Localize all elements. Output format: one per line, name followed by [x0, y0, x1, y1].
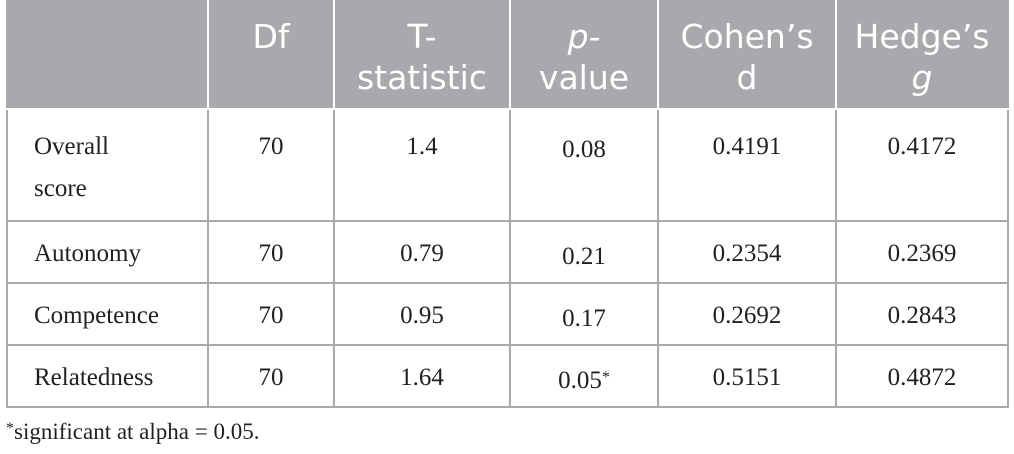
header-t-statistic: T- statistic	[333, 0, 511, 110]
table-row: Autonomy 70 0.79 0.21 0.2354 0.2369	[6, 220, 1009, 284]
header-p-value: p- value	[509, 0, 659, 110]
table-row: Overall score 70 1.4 0.08 0.4191 0.4172	[6, 108, 1009, 222]
cell-cohens-d: 0.2692	[657, 282, 837, 346]
row-label: Autonomy	[6, 220, 209, 284]
cell-cohens-d: 0.5151	[657, 344, 837, 408]
cell-df: 70	[207, 220, 335, 284]
significance-mark: *	[601, 369, 610, 386]
header-blank	[6, 0, 209, 110]
cell-hedges-g: 0.4172	[835, 108, 1009, 222]
footnote-text: significant at alpha = 0.05.	[14, 419, 260, 444]
p-value-number: 0.17	[562, 305, 606, 332]
cell-p-value: 0.17	[509, 282, 659, 346]
row-label: Relatedness	[6, 344, 209, 408]
cell-t-statistic: 1.64	[333, 344, 511, 408]
cell-p-value: 0.21	[509, 220, 659, 284]
header-g-rest: Hedge’s	[854, 17, 990, 56]
row-label: Competence	[6, 282, 209, 346]
p-value-number: 0.05	[558, 367, 602, 394]
header-g-italic: g	[911, 58, 933, 97]
results-table: Df T- statistic p- value Cohen’s d Hedge…	[6, 0, 1009, 408]
cell-hedges-g: 0.2369	[835, 220, 1009, 284]
p-value-number: 0.08	[562, 136, 606, 163]
header-row: Df T- statistic p- value Cohen’s d Hedge…	[6, 0, 1009, 110]
table-row: Competence 70 0.95 0.17 0.2692 0.2843	[6, 282, 1009, 346]
cell-t-statistic: 0.95	[333, 282, 511, 346]
table-footnote: *significant at alpha = 0.05.	[6, 419, 259, 445]
cell-df: 70	[207, 344, 335, 408]
cell-df: 70	[207, 108, 335, 222]
header-p-rest: value	[538, 58, 630, 97]
cell-p-value: 0.08	[509, 108, 659, 222]
cell-t-statistic: 0.79	[333, 220, 511, 284]
cell-cohens-d: 0.4191	[657, 108, 837, 222]
table-row: Relatedness 70 1.64 0.05* 0.5151 0.4872	[6, 344, 1009, 408]
results-table-container: Df T- statistic p- value Cohen’s d Hedge…	[6, 0, 1009, 408]
cell-cohens-d: 0.2354	[657, 220, 837, 284]
header-df: Df	[207, 0, 335, 110]
cell-hedges-g: 0.2843	[835, 282, 1009, 346]
cell-p-value: 0.05*	[509, 344, 659, 408]
row-label: Overall score	[6, 108, 209, 222]
p-value-number: 0.21	[562, 243, 606, 270]
cell-t-statistic: 1.4	[333, 108, 511, 222]
header-p-italic: p-	[567, 17, 601, 56]
header-hedges-g: Hedge’s g	[835, 0, 1009, 110]
cell-df: 70	[207, 282, 335, 346]
header-cohens-d: Cohen’s d	[657, 0, 837, 110]
footnote-mark: *	[6, 420, 14, 437]
cell-hedges-g: 0.4872	[835, 344, 1009, 408]
